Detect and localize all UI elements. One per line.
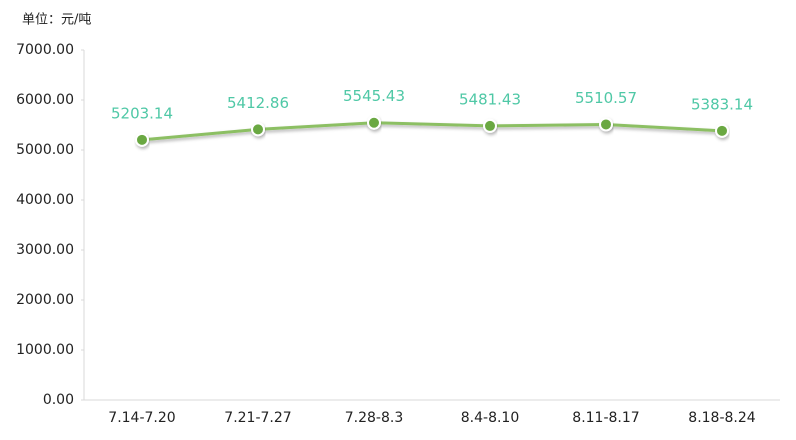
marker bbox=[135, 132, 149, 147]
marker bbox=[483, 118, 497, 133]
y-tick-label: 3000.00 bbox=[16, 242, 74, 258]
y-tick-label: 2000.00 bbox=[16, 292, 74, 308]
data-label: 5510.57 bbox=[575, 89, 637, 107]
line bbox=[141, 121, 723, 142]
marker bbox=[715, 123, 729, 138]
marker bbox=[367, 115, 381, 130]
x-tick-label: 7.21-7.27 bbox=[224, 410, 291, 426]
unit-label: 单位：元/吨 bbox=[22, 13, 91, 28]
data-label: 5412.86 bbox=[227, 94, 289, 112]
data-label: 5481.43 bbox=[459, 90, 521, 108]
data-label: 5383.14 bbox=[691, 95, 753, 113]
data-label: 5545.43 bbox=[343, 87, 405, 105]
x-tick-label: 8.18-8.24 bbox=[688, 410, 755, 426]
y-tick-label: 1000.00 bbox=[16, 342, 74, 358]
y-tick-label: 5000.00 bbox=[16, 142, 74, 158]
y-tick-label: 7000.00 bbox=[16, 42, 74, 58]
x-tick-label: 8.11-8.17 bbox=[572, 410, 639, 426]
y-tick-label: 6000.00 bbox=[16, 92, 74, 108]
x-tick-label: 7.14-7.20 bbox=[108, 410, 175, 426]
x-tick-label: 8.4-8.10 bbox=[461, 410, 520, 426]
marker bbox=[251, 122, 265, 137]
y-tick-label: 4000.00 bbox=[16, 192, 74, 208]
marker bbox=[599, 117, 613, 132]
x-tick-label: 7.28-8.3 bbox=[345, 410, 404, 426]
data-label: 5203.14 bbox=[111, 104, 173, 122]
y-tick-label: 0.00 bbox=[43, 392, 74, 408]
